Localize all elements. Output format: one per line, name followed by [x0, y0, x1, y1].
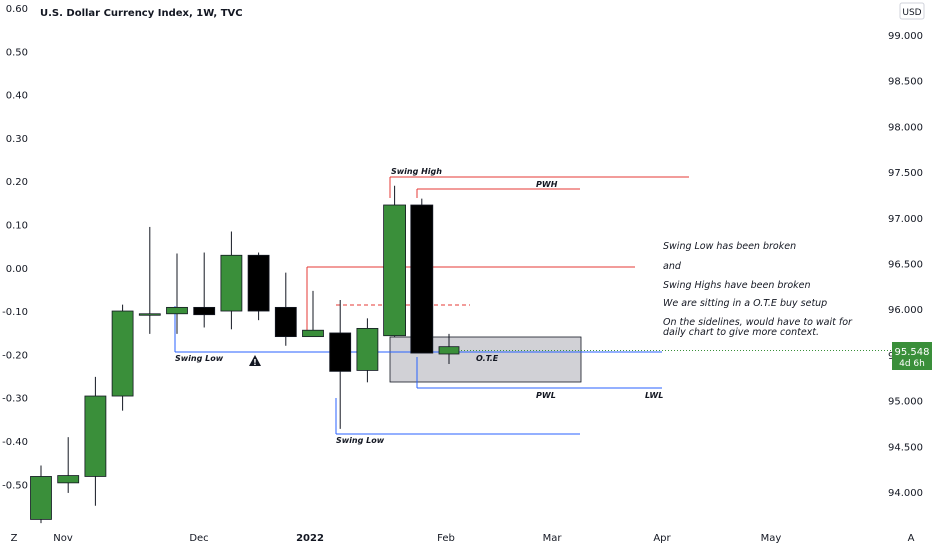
pwl-label: PWL	[536, 391, 556, 400]
right-tick-label: 94.000	[888, 488, 923, 499]
right-tick-label: 97.500	[888, 168, 923, 179]
candle-body	[274, 306, 297, 338]
swing-high-label: Swing High	[391, 167, 442, 176]
note-line-2: and	[663, 261, 682, 272]
price-badge-countdown: 4d 6h	[899, 359, 925, 369]
price-badge[interactable]	[892, 342, 932, 370]
candle-body	[302, 329, 324, 338]
x-tick-label: Nov	[53, 533, 73, 544]
svg-text:!: !	[253, 358, 257, 367]
pwh-label: PWH	[536, 180, 558, 189]
right-tick-label: 96.500	[888, 260, 923, 271]
left-tick-label: 0.20	[6, 177, 28, 188]
right-tick-label: 94.500	[888, 442, 923, 453]
currency-label: USD	[902, 8, 921, 18]
x-axis: Nov Dec 2022 Feb Mar Apr May	[53, 533, 781, 544]
lwl-label: LWL	[645, 391, 663, 400]
left-tick-label: -0.30	[2, 394, 28, 405]
warning-icon[interactable]: !	[249, 355, 261, 367]
x-tick-label: Dec	[189, 533, 208, 544]
candle-body	[30, 476, 52, 520]
candle-body	[57, 475, 80, 484]
corner-right-label[interactable]: A	[908, 533, 915, 544]
candle-body	[329, 332, 352, 372]
ote-label: O.T.E	[476, 354, 499, 363]
right-tick-label: 96.000	[888, 305, 923, 316]
left-axis: 0.60 0.50 0.40 0.30 0.20 0.10 0.00 -0.10 -0.20 -0…	[2, 4, 28, 491]
right-tick-label: 97.000	[888, 214, 923, 225]
candle-body	[356, 327, 379, 371]
note-line-6: daily chart to give more context.	[663, 327, 819, 338]
candle-body	[220, 254, 243, 312]
swing-low-label-1: Swing Low	[175, 354, 224, 363]
x-tick-label: Feb	[437, 533, 455, 544]
right-tick-label: 98.500	[888, 77, 923, 88]
corner-left-label[interactable]: Z	[11, 533, 18, 544]
right-axis: 99.000 98.500 98.000 97.500 97.000 96.500 96.0…	[888, 31, 923, 499]
left-tick-label: -0.20	[2, 350, 28, 361]
right-tick-label: 99.000	[888, 31, 923, 42]
left-tick-label: -0.50	[2, 480, 28, 491]
candles	[30, 185, 460, 524]
note-line-4: We are sitting in a O.T.E buy setup	[663, 298, 827, 309]
candle-body	[410, 204, 434, 354]
x-tick-label: 2022	[296, 533, 324, 544]
note-line-3: Swing Highs have been broken	[663, 280, 811, 291]
right-tick-label: 95.000	[888, 397, 923, 408]
note-line-1: Swing Low has been broken	[663, 241, 796, 252]
candle-body	[111, 310, 134, 397]
left-tick-label: 0.00	[6, 264, 28, 275]
left-tick-label: 0.50	[6, 47, 28, 58]
right-tick-label: 98.000	[888, 122, 923, 133]
x-tick-label: May	[761, 533, 782, 544]
candle-body	[438, 346, 460, 355]
candle-body	[138, 313, 161, 316]
note-line-5: On the sidelines, would have to wait for	[663, 317, 853, 328]
left-tick-label: 0.60	[6, 4, 28, 15]
candle-body	[193, 306, 216, 316]
left-tick-label: -0.40	[2, 437, 28, 448]
candle-body	[247, 254, 270, 312]
candle-body	[383, 204, 407, 337]
candle-body	[84, 395, 107, 477]
currency-badge[interactable]	[899, 2, 925, 20]
price-badge-value: 95.548	[895, 347, 930, 358]
x-tick-label: Mar	[543, 533, 563, 544]
left-tick-label: 0.40	[6, 91, 28, 102]
x-tick-label: Apr	[653, 533, 671, 544]
left-tick-label: 0.10	[6, 221, 28, 232]
swing-low-label-2: Swing Low	[336, 436, 385, 445]
left-tick-label: 0.30	[6, 134, 28, 145]
left-tick-label: -0.10	[2, 307, 28, 318]
candle-body	[166, 306, 188, 315]
chart-title: U.S. Dollar Currency Index, 1W, TVC	[40, 8, 243, 19]
